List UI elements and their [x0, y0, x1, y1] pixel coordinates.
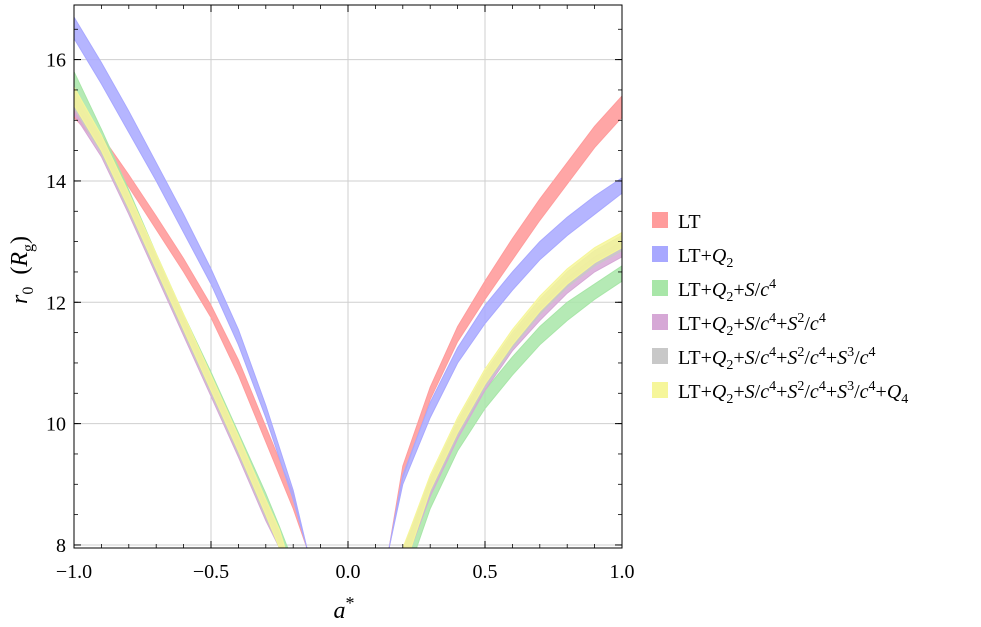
legend-swatch — [652, 314, 668, 330]
band-6-branch-right — [402, 231, 622, 548]
legend-swatch — [652, 280, 668, 296]
legend: LT LT+Q2​ LT+Q2​+S/c4​ LT+Q2​+S/c4​+S2​/c4​… — [652, 211, 908, 407]
x-axis-label-sup: * — [346, 593, 355, 613]
y-axis-label-base: r — [7, 294, 33, 304]
legend-label: LT+Q2​+S/c4​ — [678, 277, 776, 305]
legend-swatch — [652, 212, 668, 228]
legend-label: LT+Q2​ — [678, 245, 733, 271]
legend-item: LT+Q2​+S/c4​ — [652, 277, 776, 305]
x-tick-label: −0.5 — [193, 561, 229, 583]
legend-item: LT+Q2​+S/c4​+S2​/c4​+S3​/c4​+Q4​ — [652, 379, 908, 407]
y-tick-label: 12 — [46, 292, 66, 314]
x-axis-label: a* — [334, 593, 355, 624]
legend-item: LT+Q2​+S/c4​+S2​/c4​ — [652, 311, 826, 339]
y-tick-label: 8 — [56, 535, 66, 557]
band-2-branch-left — [74, 16, 308, 548]
y-axis-label-paren: ( — [7, 267, 33, 287]
bands — [74, 16, 622, 548]
x-axis-label-base: a — [334, 598, 346, 624]
y-axis-label-unit-sub: g — [20, 244, 37, 252]
y-tick-label: 14 — [46, 171, 66, 193]
band-1-branch-left — [74, 106, 308, 548]
tick-labels: −1.0 −0.5 0.0 0.5 1.0 8 10 12 14 16 — [46, 50, 635, 583]
x-tick-label: 1.0 — [610, 561, 635, 583]
y-axis-label-paren-close: ) — [7, 236, 33, 244]
legend-swatch — [652, 348, 668, 364]
y-tick-label: 16 — [46, 50, 66, 72]
ticks — [73, 5, 623, 548]
band-1-branch-right — [388, 95, 622, 548]
y-axis-label: r0 (Rg) — [7, 236, 37, 304]
legend-item: LT+Q2​ — [652, 245, 733, 271]
legend-item: LT+Q2​+S/c4​+S2​/c4​+S3​/c4​ — [652, 345, 876, 373]
x-tick-label: 0.0 — [336, 561, 361, 583]
legend-label: LT+Q2​+S/c4​+S2​/c4​+S3​/c4​+Q4​ — [678, 379, 908, 407]
legend-label: LT — [678, 211, 701, 233]
legend-label: LT+Q2​+S/c4​+S2​/c4​ — [678, 311, 826, 339]
legend-item: LT — [652, 211, 701, 233]
y-axis-label-sub: 0 — [20, 287, 37, 295]
x-tick-label: −1.0 — [56, 561, 92, 583]
band-2-branch-right — [388, 177, 622, 548]
band-6-branch-left — [74, 85, 286, 548]
legend-swatch — [652, 246, 668, 262]
y-axis-label-unit: R — [7, 252, 33, 268]
y-tick-label: 10 — [46, 414, 66, 436]
legend-label: LT+Q2​+S/c4​+S2​/c4​+S3​/c4​ — [678, 345, 876, 373]
legend-swatch — [652, 382, 668, 398]
x-tick-label: 0.5 — [473, 561, 498, 583]
